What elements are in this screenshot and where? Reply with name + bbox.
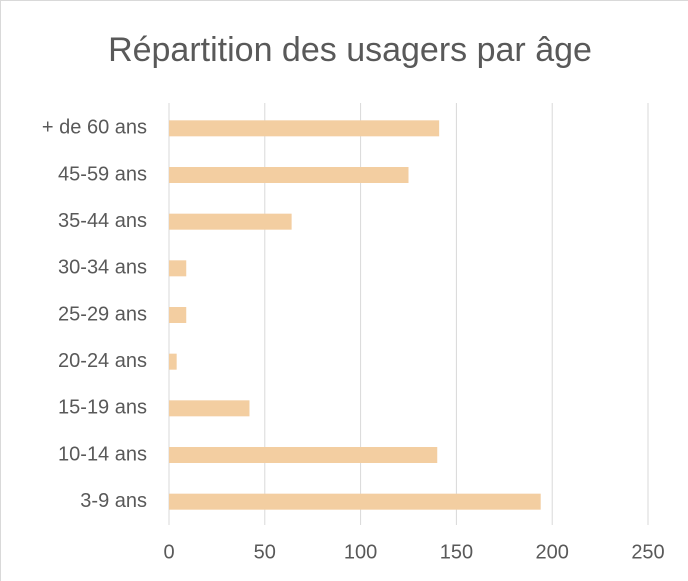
y-tick-label: 20-24 ans <box>58 350 147 372</box>
y-tick-label: + de 60 ans <box>42 117 147 139</box>
bar <box>169 307 187 323</box>
y-tick-label: 25-29 ans <box>58 303 147 325</box>
y-tick-label: 35-44 ans <box>58 210 147 232</box>
y-tick-label: 30-34 ans <box>58 257 147 279</box>
y-tick-label: 45-59 ans <box>58 163 147 185</box>
y-tick-label: 10-14 ans <box>58 443 147 465</box>
x-tick-label: 50 <box>254 541 276 563</box>
x-tick-label: 150 <box>440 541 473 563</box>
bar <box>169 213 292 230</box>
bar <box>169 400 250 417</box>
bar <box>169 493 541 510</box>
x-tick-label: 100 <box>344 541 377 563</box>
bar <box>169 447 438 463</box>
bar <box>169 260 187 277</box>
y-tick-label: 15-19 ans <box>58 397 147 419</box>
bar <box>169 353 177 370</box>
bar <box>169 167 409 183</box>
x-tick-label: 250 <box>631 541 664 563</box>
bar <box>169 120 440 137</box>
x-tick-label: 200 <box>536 541 569 563</box>
chart-title: Répartition des usagers par âge <box>108 31 592 69</box>
y-tick-label: 3-9 ans <box>80 490 147 512</box>
x-tick-label: 0 <box>163 541 174 563</box>
